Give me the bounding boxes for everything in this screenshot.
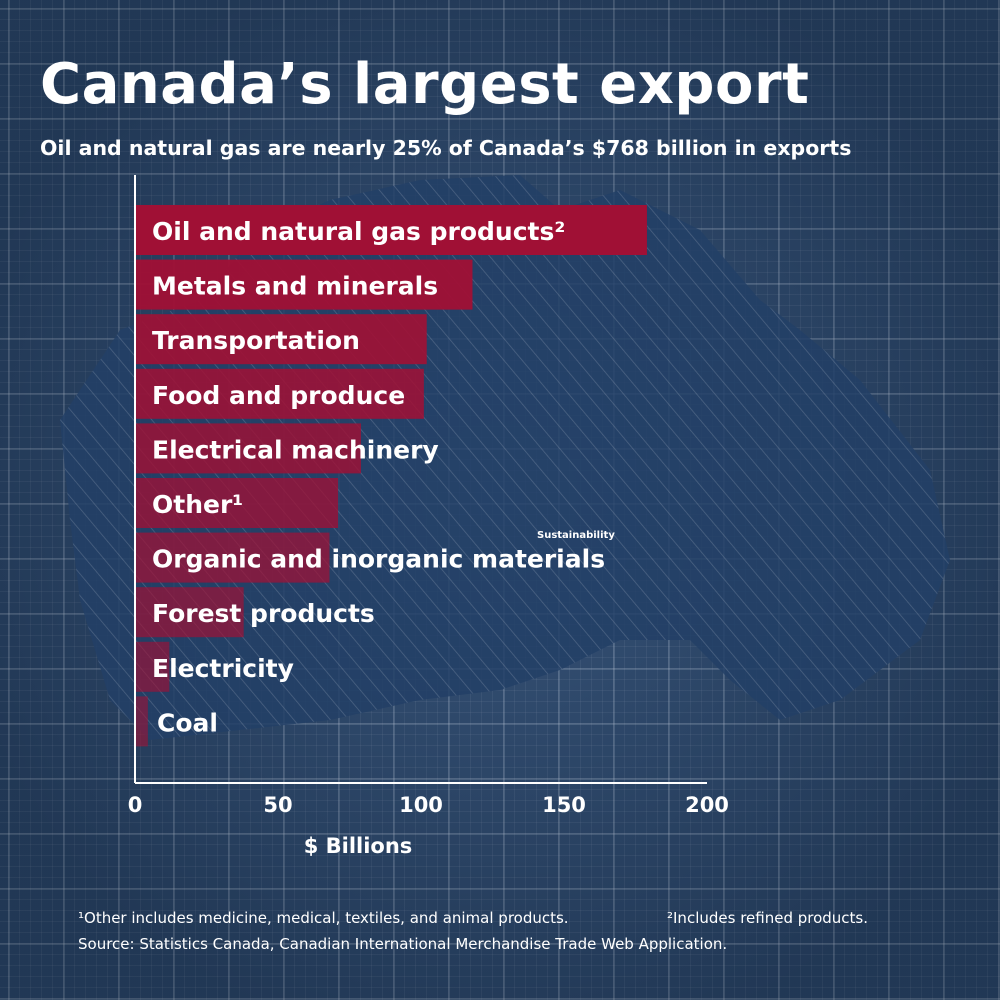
footnote-2: ²Includes refined products. — [667, 909, 869, 927]
page-subtitle: Oil and natural gas are nearly 25% of Ca… — [40, 136, 852, 160]
source-note: Source: Statistics Canada, Canadian Inte… — [78, 935, 728, 953]
bar — [135, 478, 339, 528]
bar-label: Coal — [157, 708, 218, 737]
bar-label: Electricity — [152, 654, 294, 683]
bar-label: Metals and minerals — [152, 272, 438, 301]
bar — [135, 368, 424, 419]
bar — [135, 314, 427, 365]
bar-label: Food and produce — [152, 381, 405, 410]
bar — [135, 423, 361, 474]
bar — [135, 641, 170, 692]
x-tick-label: 150 — [542, 793, 586, 817]
x-tick-label: 50 — [263, 793, 292, 817]
x-tick-label: 200 — [685, 793, 729, 817]
bar-label: Organic and inorganic materials — [152, 545, 605, 574]
bar — [135, 696, 148, 747]
bar-label: Oil and natural gas products² — [152, 217, 565, 246]
stray-label: Sustainability — [537, 530, 615, 541]
bar — [135, 532, 330, 583]
bar-label: Forest products — [152, 599, 375, 628]
bar — [135, 587, 244, 638]
bar — [135, 259, 473, 310]
bar-label: Transportation — [152, 326, 360, 355]
bar-label: Other¹ — [152, 490, 243, 519]
x-axis-label: $ Billions — [304, 834, 413, 858]
page-title: Canada’s largest export — [40, 52, 810, 117]
x-tick-label: 0 — [128, 793, 143, 817]
bar-label: Electrical machinery — [152, 435, 439, 464]
x-tick-label: 100 — [399, 793, 443, 817]
bar — [135, 205, 647, 255]
footnote-1: ¹Other includes medicine, medical, texti… — [78, 909, 569, 927]
